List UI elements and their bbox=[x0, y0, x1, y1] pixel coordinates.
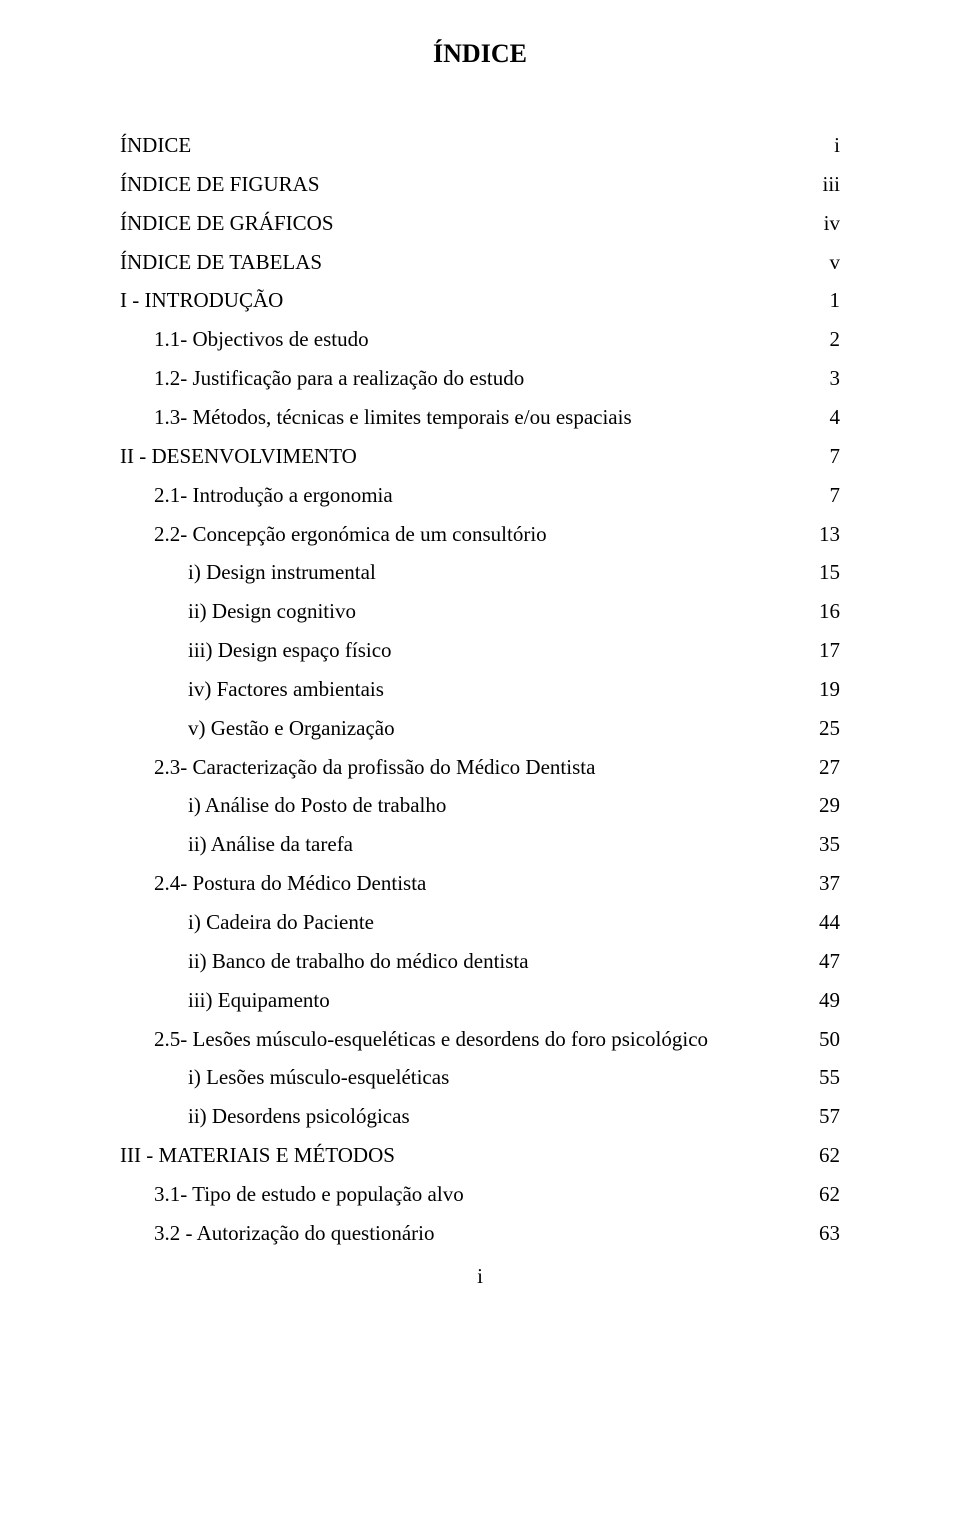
toc-entry-page: 3 bbox=[800, 359, 840, 398]
toc-entry: 2.4- Postura do Médico Dentista37 bbox=[120, 864, 840, 903]
toc-entry: II - DESENVOLVIMENTO7 bbox=[120, 437, 840, 476]
toc-entry-label: ii) Desordens psicológicas bbox=[188, 1097, 800, 1136]
page-title: ÍNDICE bbox=[120, 30, 840, 78]
toc-entry-label: i) Design instrumental bbox=[188, 553, 800, 592]
toc-entry: v) Gestão e Organização25 bbox=[120, 709, 840, 748]
toc-entry: iii) Equipamento49 bbox=[120, 981, 840, 1020]
toc-entry: 2.5- Lesões músculo-esqueléticas e desor… bbox=[120, 1020, 840, 1059]
toc-entry: iv) Factores ambientais19 bbox=[120, 670, 840, 709]
toc-entry: ii) Desordens psicológicas57 bbox=[120, 1097, 840, 1136]
toc-entry-page: 4 bbox=[800, 398, 840, 437]
toc-entry: III - MATERIAIS E MÉTODOS62 bbox=[120, 1136, 840, 1175]
toc-entry-label: ii) Banco de trabalho do médico dentista bbox=[188, 942, 800, 981]
toc-entry-page: 63 bbox=[800, 1214, 840, 1253]
toc-entry-label: ÍNDICE bbox=[120, 126, 800, 165]
toc-entry: ÍNDICE DE GRÁFICOSiv bbox=[120, 204, 840, 243]
toc-entry-page: 7 bbox=[800, 476, 840, 515]
toc-entry-page: 16 bbox=[800, 592, 840, 631]
toc-entry-label: ÍNDICE DE FIGURAS bbox=[120, 165, 800, 204]
toc-entry-page: 29 bbox=[800, 786, 840, 825]
toc-entry-label: i) Lesões músculo-esqueléticas bbox=[188, 1058, 800, 1097]
toc-entry-page: 25 bbox=[800, 709, 840, 748]
toc-entry-label: ÍNDICE DE TABELAS bbox=[120, 243, 800, 282]
toc-entry-label: iii) Design espaço físico bbox=[188, 631, 800, 670]
toc-entry-page: 1 bbox=[800, 281, 840, 320]
toc-entry-page: 47 bbox=[800, 942, 840, 981]
toc-entry-label: III - MATERIAIS E MÉTODOS bbox=[120, 1136, 800, 1175]
toc-list: ÍNDICEiÍNDICE DE FIGURASiiiÍNDICE DE GRÁ… bbox=[120, 126, 840, 1252]
toc-entry: ii) Análise da tarefa35 bbox=[120, 825, 840, 864]
toc-entry: I - INTRODUÇÃO1 bbox=[120, 281, 840, 320]
toc-entry-label: 1.3- Métodos, técnicas e limites tempora… bbox=[154, 398, 800, 437]
toc-entry-page: iv bbox=[800, 204, 840, 243]
toc-entry-label: 2.3- Caracterização da profissão do Médi… bbox=[154, 748, 800, 787]
toc-entry-page: 55 bbox=[800, 1058, 840, 1097]
toc-entry-page: iii bbox=[800, 165, 840, 204]
toc-entry-page: i bbox=[800, 126, 840, 165]
toc-entry-page: 49 bbox=[800, 981, 840, 1020]
toc-entry: i) Lesões músculo-esqueléticas55 bbox=[120, 1058, 840, 1097]
toc-entry: 1.3- Métodos, técnicas e limites tempora… bbox=[120, 398, 840, 437]
toc-entry-label: I - INTRODUÇÃO bbox=[120, 281, 800, 320]
toc-entry: 3.2 - Autorização do questionário63 bbox=[120, 1214, 840, 1253]
toc-entry-label: 2.5- Lesões músculo-esqueléticas e desor… bbox=[154, 1020, 800, 1059]
toc-entry-page: 62 bbox=[800, 1136, 840, 1175]
toc-entry: 1.1- Objectivos de estudo2 bbox=[120, 320, 840, 359]
toc-entry: i) Cadeira do Paciente44 bbox=[120, 903, 840, 942]
toc-entry-page: 62 bbox=[800, 1175, 840, 1214]
toc-entry: ÍNDICE DE TABELASv bbox=[120, 243, 840, 282]
toc-entry-page: 50 bbox=[800, 1020, 840, 1059]
toc-entry-page: 57 bbox=[800, 1097, 840, 1136]
toc-entry: ii) Design cognitivo16 bbox=[120, 592, 840, 631]
page-footer: i bbox=[120, 1257, 840, 1296]
toc-entry: 2.3- Caracterização da profissão do Médi… bbox=[120, 748, 840, 787]
toc-entry: ÍNDICE DE FIGURASiii bbox=[120, 165, 840, 204]
toc-entry-label: ii) Design cognitivo bbox=[188, 592, 800, 631]
toc-entry: 2.1- Introdução a ergonomia7 bbox=[120, 476, 840, 515]
toc-entry-page: 37 bbox=[800, 864, 840, 903]
toc-entry-page: 35 bbox=[800, 825, 840, 864]
toc-entry-label: II - DESENVOLVIMENTO bbox=[120, 437, 800, 476]
toc-entry-page: 15 bbox=[800, 553, 840, 592]
toc-entry-label: ii) Análise da tarefa bbox=[188, 825, 800, 864]
toc-entry-label: 1.1- Objectivos de estudo bbox=[154, 320, 800, 359]
toc-entry-page: 44 bbox=[800, 903, 840, 942]
toc-entry: ii) Banco de trabalho do médico dentista… bbox=[120, 942, 840, 981]
toc-entry-page: 17 bbox=[800, 631, 840, 670]
toc-entry-page: 27 bbox=[800, 748, 840, 787]
toc-entry-page: v bbox=[800, 243, 840, 282]
toc-entry: i) Análise do Posto de trabalho29 bbox=[120, 786, 840, 825]
toc-entry-page: 13 bbox=[800, 515, 840, 554]
toc-entry: iii) Design espaço físico17 bbox=[120, 631, 840, 670]
toc-entry-label: ÍNDICE DE GRÁFICOS bbox=[120, 204, 800, 243]
toc-entry-label: 1.2- Justificação para a realização do e… bbox=[154, 359, 800, 398]
toc-entry-label: 2.2- Concepção ergonómica de um consultó… bbox=[154, 515, 800, 554]
toc-entry-page: 7 bbox=[800, 437, 840, 476]
toc-entry-label: 3.1- Tipo de estudo e população alvo bbox=[154, 1175, 800, 1214]
toc-entry: 3.1- Tipo de estudo e população alvo62 bbox=[120, 1175, 840, 1214]
toc-entry: 2.2- Concepção ergonómica de um consultó… bbox=[120, 515, 840, 554]
toc-entry-label: v) Gestão e Organização bbox=[188, 709, 800, 748]
toc-entry-label: i) Análise do Posto de trabalho bbox=[188, 786, 800, 825]
toc-entry-label: iii) Equipamento bbox=[188, 981, 800, 1020]
toc-entry: i) Design instrumental15 bbox=[120, 553, 840, 592]
toc-entry-label: 2.1- Introdução a ergonomia bbox=[154, 476, 800, 515]
toc-entry-label: 2.4- Postura do Médico Dentista bbox=[154, 864, 800, 903]
toc-entry: ÍNDICEi bbox=[120, 126, 840, 165]
toc-entry-label: i) Cadeira do Paciente bbox=[188, 903, 800, 942]
toc-entry-label: iv) Factores ambientais bbox=[188, 670, 800, 709]
toc-entry: 1.2- Justificação para a realização do e… bbox=[120, 359, 840, 398]
toc-entry-page: 2 bbox=[800, 320, 840, 359]
toc-entry-label: 3.2 - Autorização do questionário bbox=[154, 1214, 800, 1253]
toc-entry-page: 19 bbox=[800, 670, 840, 709]
